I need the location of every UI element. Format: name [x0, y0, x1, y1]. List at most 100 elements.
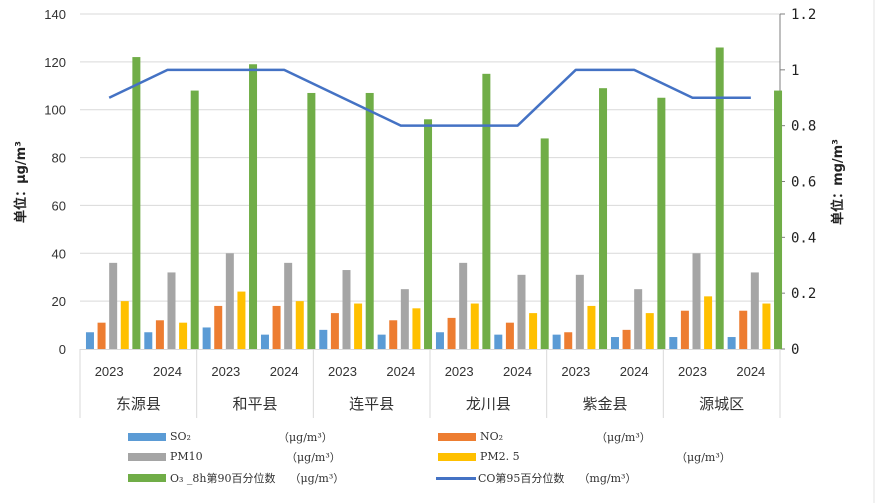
legend-swatch-no2 [438, 432, 476, 441]
bar [132, 57, 141, 349]
bar [167, 272, 176, 349]
bar [575, 274, 584, 349]
legend-label: PM10 [170, 450, 203, 463]
x-group-label: 龙川县 [466, 395, 511, 413]
x-group-label: 源城区 [699, 395, 744, 413]
x-year-label: 2023 [678, 364, 707, 379]
bar [587, 305, 596, 349]
bar [680, 310, 689, 349]
bar [505, 322, 514, 349]
bar [260, 334, 269, 349]
bar [295, 301, 304, 349]
x-group-label: 连平县 [349, 395, 394, 413]
bar [517, 274, 526, 349]
x-year-label: 2024 [503, 364, 532, 379]
bar [190, 90, 199, 350]
legend-swatch-o3 [128, 474, 166, 482]
bar [214, 305, 223, 349]
bar [622, 329, 631, 349]
bar [342, 270, 351, 349]
bar [97, 322, 106, 349]
bar [272, 305, 281, 349]
y2-axis-title: 单位：mg/m³ [830, 139, 846, 225]
bar [704, 296, 713, 349]
x-group-label: 紫金县 [582, 395, 627, 413]
y2-tick-label: 0 [791, 342, 799, 358]
bar [284, 262, 293, 349]
bar [202, 327, 211, 349]
bar [179, 322, 188, 349]
bar [669, 337, 678, 349]
bar [155, 320, 164, 349]
bar [435, 332, 444, 349]
legend-unit: （μg/m³） [278, 430, 333, 444]
bar [237, 291, 246, 349]
bar [365, 92, 374, 349]
y-tick-label: 40 [52, 246, 66, 261]
legend-item-pm10: PM10 （μg/m³） [128, 450, 341, 464]
legend-label: CO第95百分位数 [478, 472, 565, 485]
bar [85, 332, 94, 349]
bar [144, 332, 153, 349]
bar [307, 92, 316, 349]
bar [424, 119, 433, 350]
bar [727, 337, 736, 349]
legend-item-no2: NO₂ （μg/m³） [438, 430, 651, 444]
bar [447, 317, 456, 349]
bar [412, 308, 421, 349]
bar [762, 303, 771, 349]
x-year-label: 2024 [270, 364, 299, 379]
legend-label: O₃ _8h第90百分位数 [170, 472, 276, 485]
bar [249, 64, 258, 349]
bar [319, 329, 328, 349]
y2-tick-label: 1 [791, 63, 799, 79]
bar [645, 313, 654, 349]
legend-label: NO₂ [480, 430, 504, 443]
x-year-label: 2023 [211, 364, 240, 379]
x-year-label: 2024 [153, 364, 182, 379]
legend-label: SO₂ [170, 430, 191, 443]
legend-unit: （μg/m³） [676, 450, 731, 464]
bar [470, 303, 479, 349]
bar [552, 334, 561, 349]
x-year-label: 2023 [445, 364, 474, 379]
legend-swatch-pm10 [128, 452, 166, 461]
y-tick-label: 60 [52, 198, 66, 213]
legend-item-co: CO第95百分位数 （mg/m³） [436, 470, 636, 486]
bar [540, 138, 549, 349]
legend-label: PM2. 5 [480, 450, 520, 463]
legend-unit: （μg/m³） [286, 450, 341, 464]
legend-swatch-co [436, 476, 476, 480]
legend-item-o3: O₃ _8h第90百分位数 （μg/m³） [128, 470, 344, 486]
x-year-label: 2023 [95, 364, 124, 379]
bar [109, 262, 118, 349]
bar [715, 47, 724, 349]
legend-unit: （mg/m³） [578, 472, 637, 485]
bar [739, 310, 748, 349]
x-group-label: 东源县 [116, 395, 161, 413]
bar [225, 253, 234, 349]
x-year-label: 2024 [386, 364, 415, 379]
x-year-label: 2023 [561, 364, 590, 379]
legend-unit: （μg/m³） [289, 472, 345, 485]
bar [610, 337, 619, 349]
bar [389, 320, 398, 349]
legend-unit: （μg/m³） [596, 430, 651, 444]
y-tick-label: 140 [44, 7, 66, 22]
bar [120, 301, 129, 349]
bar [529, 313, 538, 349]
bar [634, 289, 643, 349]
bar [657, 97, 666, 349]
y-tick-label: 120 [44, 55, 66, 70]
bar [692, 253, 701, 349]
y2-tick-label: 0.6 [791, 175, 816, 191]
bar [400, 289, 409, 349]
y2-tick-label: 1.2 [791, 7, 816, 23]
y-tick-label: 20 [52, 294, 66, 309]
bar [482, 73, 491, 350]
y2-tick-label: 0.4 [791, 230, 816, 246]
x-year-label: 2024 [736, 364, 765, 379]
bar [774, 90, 783, 350]
y-tick-label: 80 [52, 151, 66, 166]
